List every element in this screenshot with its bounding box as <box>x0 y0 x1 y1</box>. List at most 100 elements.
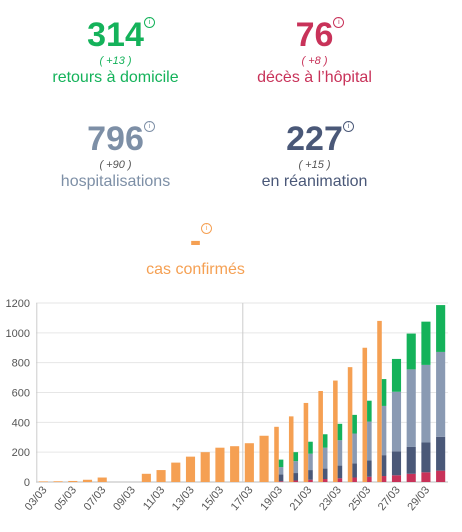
x-tick-label: 27/03 <box>376 484 403 513</box>
stat-hosp-label: hospitalisations <box>60 173 171 190</box>
bar-cas-confirmes <box>185 456 196 482</box>
stat-cas-label: cas confirmés <box>146 261 245 278</box>
x-tick-label: 17/03 <box>229 484 256 513</box>
bar-reanimation <box>308 470 313 480</box>
info-icon[interactable]: i <box>143 17 155 28</box>
bar-retours <box>352 414 357 434</box>
bar-cas-confirmes <box>377 320 382 482</box>
x-tick-label: 19/03 <box>258 484 285 513</box>
bar-reanimation <box>293 473 299 481</box>
stat-rea-value: 227 i <box>286 120 354 158</box>
info-icon[interactable]: i <box>342 121 354 132</box>
bar-cas-confirmes <box>318 391 323 482</box>
bar-cas-confirmes <box>200 452 210 482</box>
bar-deces <box>337 478 343 482</box>
bar-retours <box>293 452 299 462</box>
bar-hospitalisations <box>421 364 431 443</box>
stat-deces-label: décès à l’hôpital <box>257 69 372 86</box>
stat-hosp-value: 796 i <box>87 120 155 158</box>
stat-deces-hopital: 76 i ( +8 ) décès à l’hôpital <box>199 16 430 88</box>
bar-reanimation <box>367 460 372 477</box>
bar-cas-confirmes <box>156 470 166 482</box>
stat-cas-value: -i <box>190 222 213 260</box>
bar-hospitalisations <box>381 405 387 456</box>
y-tick-label: 1000 <box>6 328 30 340</box>
x-tick-label: 11/03 <box>141 484 167 512</box>
y-tick-label: 200 <box>12 447 30 459</box>
bar-retours <box>436 305 446 352</box>
y-tick-label: 600 <box>12 388 30 400</box>
bar-deces <box>352 477 357 482</box>
bar-deces <box>293 480 299 482</box>
bar-reanimation <box>278 474 284 482</box>
bar-cas-confirmes <box>259 435 269 482</box>
bar-cas-confirmes <box>215 447 225 482</box>
bar-retours <box>406 333 416 370</box>
bar-hospitalisations <box>406 369 416 447</box>
bar-retours <box>367 400 372 422</box>
bar-cas-confirmes <box>68 480 78 482</box>
bar-cas-confirmes <box>274 426 279 482</box>
x-tick-label: 09/03 <box>111 484 138 513</box>
info-icon[interactable]: i <box>143 121 155 132</box>
x-tick-label: 29/03 <box>405 484 432 513</box>
y-tick-label: 800 <box>12 358 30 370</box>
stat-deces-value: 76 i <box>296 16 345 54</box>
bar-hospitalisations <box>293 461 299 474</box>
bar-cas-confirmes <box>171 462 181 482</box>
bar-reanimation <box>381 455 387 477</box>
stat-cas-confirmes: -i cas confirmés <box>80 222 311 280</box>
stat-retours-value: 314 i <box>87 16 155 54</box>
bar-cas-confirmes <box>53 481 63 482</box>
bar-cas-confirmes <box>38 481 48 482</box>
bar-reanimation <box>322 468 328 480</box>
bar-hospitalisations <box>322 447 328 469</box>
bar-cas-confirmes <box>141 473 151 482</box>
bar-retours <box>421 321 431 365</box>
x-tick-label: 13/03 <box>170 484 197 513</box>
bar-deces <box>406 473 416 482</box>
bar-cas-confirmes <box>347 367 353 482</box>
bar-deces <box>322 479 328 482</box>
y-tick-label: 0 <box>24 477 30 489</box>
x-tick-label: 05/03 <box>52 484 79 513</box>
y-tick-label: 400 <box>12 417 30 429</box>
bar-cas-confirmes <box>303 402 309 482</box>
bar-deces <box>421 472 431 482</box>
x-tick-label: 25/03 <box>346 484 373 513</box>
y-tick-label: 1200 <box>6 298 30 310</box>
bar-hospitalisations <box>436 351 446 437</box>
stat-hospitalisations: 796 i ( +90 ) hospitalisations <box>0 120 231 192</box>
stat-deces-delta: ( +8 ) <box>301 55 328 67</box>
bar-cas-confirmes <box>333 380 338 482</box>
bar-retours <box>308 441 313 454</box>
bar-deces <box>308 479 313 482</box>
x-tick-label: 15/03 <box>199 484 226 513</box>
bar-deces <box>367 476 372 482</box>
stat-retours-label: retours à domicile <box>52 69 179 86</box>
bar-hospitalisations <box>308 453 313 471</box>
bar-reanimation <box>421 442 431 473</box>
bar-hospitalisations <box>391 391 402 452</box>
x-tick-label: 21/03 <box>288 484 315 513</box>
info-icon[interactable]: i <box>201 223 213 234</box>
x-tick-label: 07/03 <box>82 484 109 513</box>
bar-deces <box>436 470 446 482</box>
bar-hospitalisations <box>352 433 357 464</box>
bar-cas-confirmes <box>244 443 254 482</box>
bar-hospitalisations <box>278 467 284 475</box>
info-icon[interactable]: i <box>333 17 345 28</box>
stat-rea-label: en réanimation <box>261 173 368 190</box>
stat-reanimation: 227 i ( +15 ) en réanimation <box>199 120 430 192</box>
bar-reanimation <box>406 446 416 474</box>
stat-rea-delta: ( +15 ) <box>298 159 331 171</box>
stat-retours-domicile: 314 i ( +13 ) retours à domicile <box>0 16 231 88</box>
stat-retours-delta: ( +13 ) <box>99 55 132 67</box>
bar-cas-confirmes <box>82 479 93 482</box>
bar-reanimation <box>352 463 357 478</box>
bar-retours <box>381 379 387 406</box>
x-tick-label: 23/03 <box>317 484 344 513</box>
bar-retours <box>278 459 284 468</box>
stat-hosp-delta: ( +90 ) <box>99 159 132 171</box>
